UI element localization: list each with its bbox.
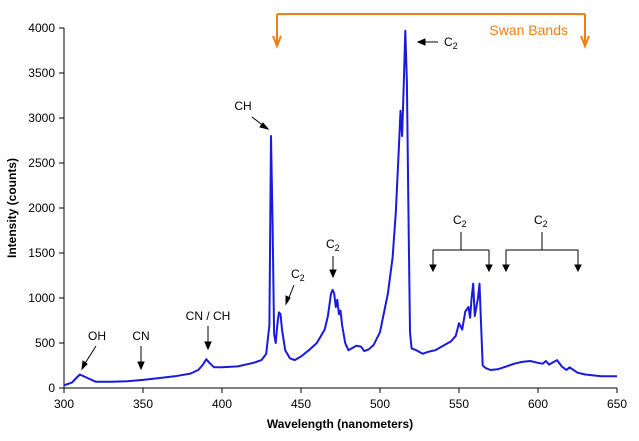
label-c2-516: C2 [444,35,458,51]
label-c2-437-sub: 2 [300,273,305,283]
y-axis-ticks: 0 500 1000 1500 2000 2500 3000 3500 4000 [28,21,64,395]
x-tick-label: 550 [449,397,469,411]
label-c2-bracket-left: C2 [453,213,467,229]
label-c2-470: C2 [326,237,340,253]
x-tick-label: 400 [212,397,232,411]
label-cn-ch: CN / CH [186,309,231,323]
label-c2-437: C2 [291,267,305,283]
label-c2-516-sub: 2 [453,41,458,51]
label-c2-bracket-right-main: C [534,213,543,227]
y-tick-label: 1500 [28,246,55,260]
label-c2-437-main: C [291,267,300,281]
x-axis-title: Wavelength (nanometers) [267,417,413,431]
y-tick-label: 500 [35,336,55,350]
label-c2-bracket-left-sub: 2 [462,219,467,229]
swan-bands-bracket [272,13,590,49]
swan-bands-label: Swan Bands [489,22,568,38]
y-tick-label: 1000 [28,291,55,305]
x-axis-ticks: 300 350 400 450 500 550 600 650 [54,388,627,411]
label-c2-470-main: C [326,237,335,251]
label-ch: CH [234,99,251,113]
intensity-series-line [63,29,617,387]
y-tick-label: 3500 [28,66,55,80]
x-tick-label: 650 [607,397,627,411]
x-tick-label: 500 [370,397,390,411]
label-cn: CN [132,329,149,343]
c2-bracket-left [429,232,493,273]
x-tick-label: 300 [54,397,74,411]
y-tick-label: 2500 [28,156,55,170]
x-tick-label: 350 [133,397,153,411]
x-tick-label: 600 [528,397,548,411]
y-tick-label: 4000 [28,21,55,35]
label-c2-bracket-right: C2 [534,213,548,229]
label-c2-470-sub: 2 [335,243,340,253]
label-oh: OH [88,329,106,343]
annotation-arrows [81,38,438,371]
label-c2-516-main: C [444,35,453,49]
y-tick-label: 0 [48,381,55,395]
c2-bracket-right [502,232,582,273]
y-tick-label: 3000 [28,111,55,125]
y-axis-title: Intensity (counts) [5,158,19,258]
label-c2-bracket-right-sub: 2 [543,219,548,229]
x-tick-label: 450 [291,397,311,411]
y-tick-label: 2000 [28,201,55,215]
label-c2-bracket-left-main: C [453,213,462,227]
